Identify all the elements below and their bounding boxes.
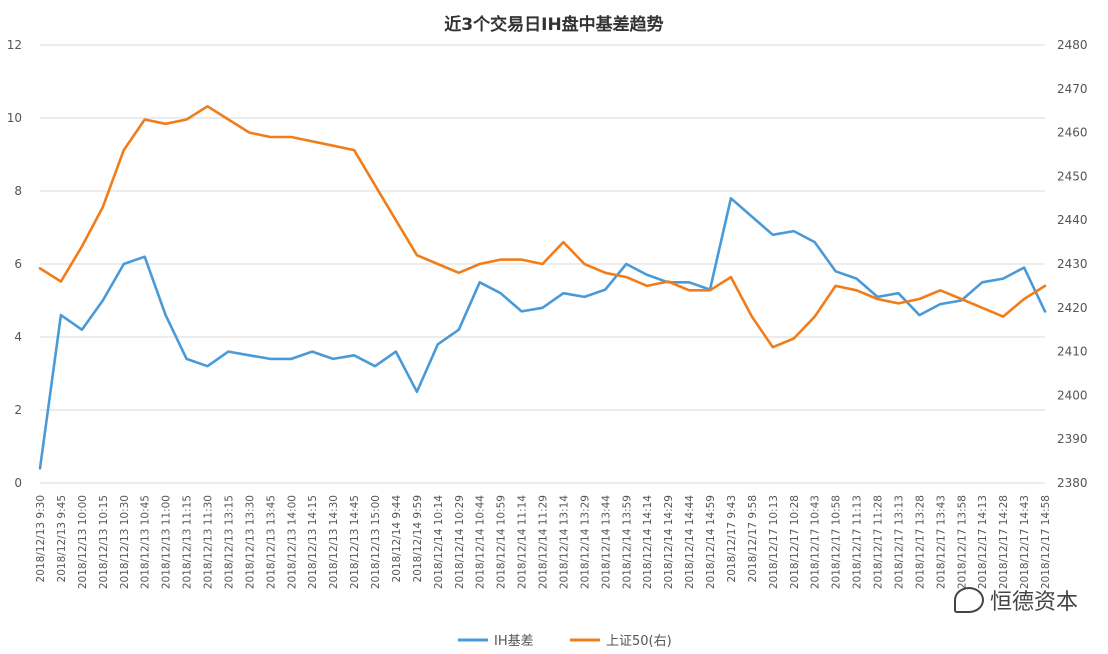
- x-tick-label: 2018/12/13 14:45: [349, 495, 361, 589]
- x-tick-label: 2018/12/17 10:43: [810, 495, 822, 589]
- x-tick-label: 2018/12/14 13:44: [600, 495, 612, 589]
- x-tick-label: 2018/12/13 13:30: [244, 495, 256, 589]
- x-tick-label: 2018/12/17 13:43: [935, 495, 947, 589]
- y-right-tick-label: 2410: [1057, 345, 1088, 359]
- x-tick-label: 2018/12/13 9:30: [35, 495, 47, 582]
- y-left-tick-label: 12: [7, 38, 22, 52]
- gridlines: [40, 44, 1045, 484]
- left-y-axis: 0 2 4 6 8 10 12: [7, 38, 22, 490]
- y-left-tick-label: 2: [14, 403, 22, 417]
- x-tick-label: 2018/12/17 11:28: [873, 495, 885, 589]
- x-tick-label: 2018/12/17 14:58: [1040, 495, 1052, 589]
- series-line-ih-basis: [38, 197, 1047, 470]
- x-tick-label: 2018/12/17 9:58: [747, 495, 759, 582]
- x-tick-label: 2018/12/14 10:44: [475, 495, 487, 589]
- x-tick-label: 2018/12/13 14:30: [328, 495, 340, 589]
- x-tick-label: 2018/12/17 13:13: [893, 495, 905, 589]
- wechat-icon: [953, 587, 984, 613]
- x-tick-label: 2018/12/13 15:00: [370, 495, 382, 589]
- x-tick-label: 2018/12/14 11:14: [517, 495, 529, 589]
- y-left-tick-label: 10: [7, 111, 22, 125]
- watermark-text: 恒德资本: [989, 590, 1078, 615]
- x-tick-label: 2018/12/13 10:45: [140, 495, 152, 589]
- x-tick-label: 2018/12/14 14:29: [663, 495, 675, 589]
- series-lines: [38, 105, 1047, 470]
- x-tick-label: 2018/12/17 14:13: [977, 495, 989, 589]
- x-axis: 2018/12/13 9:30 2018/12/13 9:45 2018/12/13…: [35, 495, 1052, 589]
- legend: IH基差 上证50(右): [458, 634, 672, 649]
- y-right-tick-label: 2450: [1057, 169, 1088, 183]
- y-left-tick-label: 4: [14, 330, 22, 344]
- legend-label-sse50: 上证50(右): [606, 634, 672, 649]
- chart-title: 近3个交易日IH盘中基差趋势: [444, 14, 663, 35]
- x-tick-label: 2018/12/17 10:58: [831, 495, 843, 589]
- y-right-tick-label: 2470: [1057, 82, 1088, 96]
- x-tick-label: 2018/12/14 10:14: [433, 495, 445, 589]
- y-right-tick-label: 2380: [1057, 476, 1088, 490]
- x-tick-label: 2018/12/17 10:13: [768, 495, 780, 589]
- y-right-tick-label: 2420: [1057, 301, 1088, 315]
- x-tick-label: 2018/12/14 11:29: [538, 495, 550, 589]
- y-right-tick-label: 2430: [1057, 257, 1088, 271]
- x-tick-label: 2018/12/14 13:14: [558, 495, 570, 589]
- x-tick-label: 2018/12/14 14:44: [684, 495, 696, 589]
- x-tick-label: 2018/12/17 11:13: [852, 495, 864, 589]
- x-tick-label: 2018/12/13 14:00: [286, 495, 298, 589]
- x-tick-label: 2018/12/13 13:15: [223, 495, 235, 589]
- x-tick-label: 2018/12/13 14:15: [307, 495, 319, 589]
- x-tick-label: 2018/12/13 10:15: [98, 495, 110, 589]
- x-tick-label: 2018/12/14 14:14: [642, 495, 654, 589]
- y-left-tick-label: 8: [14, 184, 22, 198]
- x-tick-label: 2018/12/14 13:29: [579, 495, 591, 589]
- y-right-tick-label: 2400: [1057, 388, 1088, 402]
- right-y-axis: 2380 2390 2400 2410 2420 2430 2440 2450 2460 2470…: [1057, 38, 1088, 490]
- x-tick-label: 2018/12/13 10:30: [119, 495, 131, 589]
- x-tick-label: 2018/12/13 11:00: [161, 495, 173, 589]
- x-tick-label: 2018/12/13 13:45: [265, 495, 277, 589]
- y-right-tick-label: 2440: [1057, 213, 1088, 227]
- x-tick-label: 2018/12/14 10:29: [454, 495, 466, 589]
- x-tick-label: 2018/12/17 10:28: [789, 495, 801, 589]
- x-tick-label: 2018/12/13 9:45: [56, 495, 68, 582]
- y-right-tick-label: 2390: [1057, 432, 1088, 446]
- x-tick-label: 2018/12/17 9:43: [726, 495, 738, 582]
- watermark: 恒德资本: [953, 584, 1078, 616]
- y-left-tick-label: 0: [14, 476, 22, 490]
- y-right-tick-label: 2460: [1057, 126, 1088, 140]
- legend-label-ih-basis: IH基差: [494, 634, 534, 649]
- x-tick-label: 2018/12/14 14:59: [705, 495, 717, 589]
- x-tick-label: 2018/12/13 11:30: [203, 495, 215, 589]
- x-tick-label: 2018/12/14 9:44: [391, 495, 403, 583]
- series-line-sse50: [38, 105, 1047, 349]
- x-tick-label: 2018/12/17 14:43: [1019, 495, 1031, 589]
- x-tick-label: 2018/12/13 10:00: [77, 495, 89, 589]
- y-left-tick-label: 6: [14, 257, 22, 271]
- x-tick-label: 2018/12/17 13:28: [914, 495, 926, 589]
- x-tick-label: 2018/12/14 10:59: [496, 495, 508, 589]
- x-tick-label: 2018/12/17 13:58: [956, 495, 968, 589]
- x-tick-label: 2018/12/13 11:15: [182, 495, 194, 589]
- y-right-tick-label: 2480: [1057, 38, 1088, 52]
- x-tick-label: 2018/12/17 14:28: [998, 495, 1010, 589]
- x-tick-label: 2018/12/14 13:59: [621, 495, 633, 589]
- x-tick-label: 2018/12/14 9:59: [412, 495, 424, 582]
